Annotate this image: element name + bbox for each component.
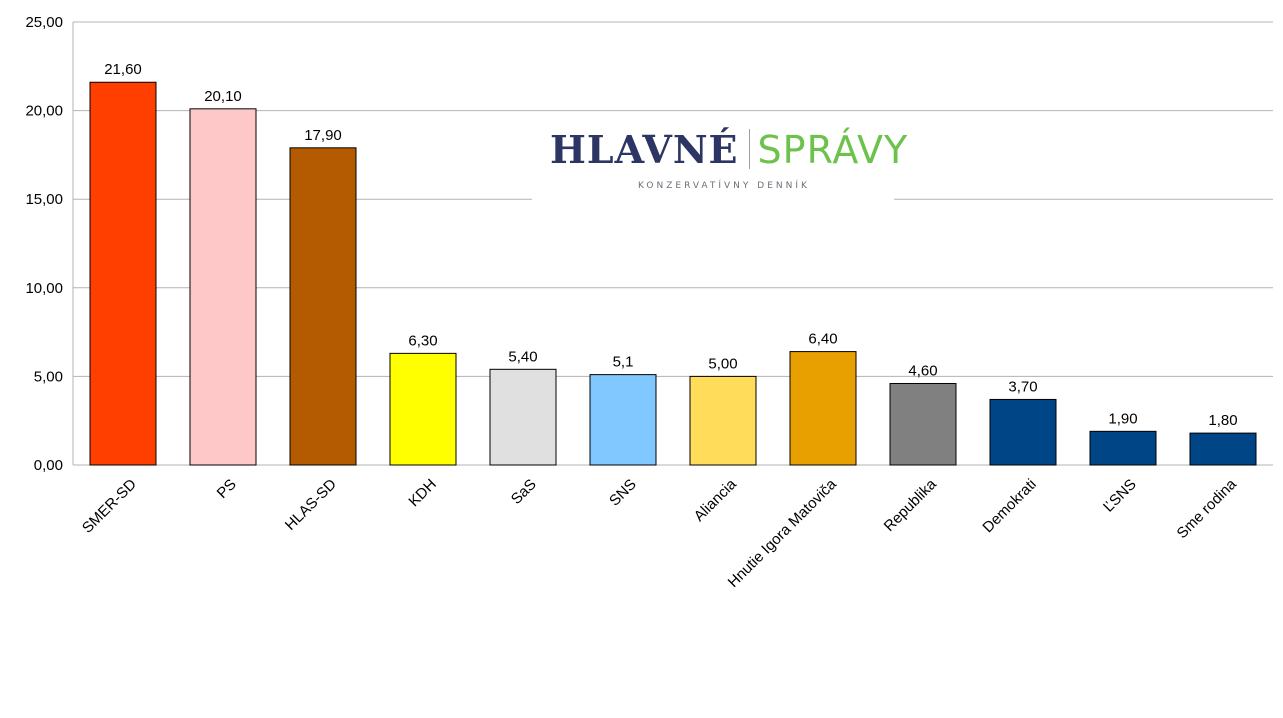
bar (789, 351, 857, 466)
data-label: 5,1 (613, 354, 634, 371)
x-tick-label: HLAS-SD (282, 476, 340, 534)
x-tick-label: KDH (405, 476, 439, 510)
data-label: 17,90 (304, 127, 342, 144)
logo-left-word: HLAVNÉ (550, 127, 739, 172)
y-axis-ticks: 0,00 5,00 10,00 15,00 20,00 25,00 (25, 14, 63, 474)
data-labels: 21,60 20,10 17,90 6,30 5,40 5,1 5,00 6,40 4,60 3,… (104, 61, 1237, 429)
bars (89, 81, 1257, 466)
bar (489, 368, 557, 466)
data-label: 6,40 (808, 331, 837, 348)
y-tick-label: 25,00 (25, 14, 63, 31)
data-label: 1,90 (1108, 410, 1137, 427)
logo-wordmark: HLAVNÉ SPRÁVY (550, 127, 909, 173)
bar (1089, 430, 1157, 466)
bar (1189, 432, 1257, 466)
data-label: 4,60 (908, 362, 937, 379)
y-tick-label: 15,00 (25, 191, 63, 208)
x-tick-label: PS (214, 476, 240, 502)
x-tick-label: Republika (881, 475, 941, 535)
bar (389, 352, 457, 466)
data-label: 3,70 (1008, 378, 1037, 395)
y-tick-label: 10,00 (25, 280, 63, 297)
logo-divider (748, 129, 750, 169)
data-label: 5,40 (508, 348, 537, 365)
y-tick-label: 20,00 (25, 103, 63, 120)
data-label: 1,80 (1208, 412, 1237, 429)
data-label: 20,10 (204, 88, 242, 105)
x-tick-label: Demokrati (979, 476, 1039, 536)
logo-tagline: KONZERVATÍVNY DENNÍK (638, 181, 810, 191)
bar (589, 374, 657, 466)
x-tick-label: SMER-SD (79, 476, 140, 537)
bar (689, 375, 757, 466)
x-axis-categories: SMER-SD PS HLAS-SD KDH SaS SNS AlianciaHnutie … (79, 475, 1240, 591)
x-tick-label: SaS (508, 476, 540, 508)
x-tick-label: SNS (606, 476, 640, 510)
bar (989, 398, 1057, 466)
data-label: 21,60 (104, 61, 142, 78)
logo-right-word: SPRÁVY (757, 128, 909, 172)
bar (889, 382, 957, 466)
x-tick-label: Hnutie Igora Matoviča (725, 475, 841, 591)
bar (289, 147, 357, 466)
grid-lines (72, 21, 1273, 466)
x-tick-label: Aliancia (691, 475, 741, 525)
x-tick-label: ĽSNS (1100, 476, 1140, 516)
x-tick-label: Sme rodina (1174, 475, 1241, 542)
y-tick-label: 5,00 (34, 368, 63, 385)
data-label: 5,00 (708, 355, 737, 372)
logo: HLAVNÉ SPRÁVY KONZERVATÍVNY DENNÍK (532, 112, 907, 202)
bar (89, 81, 157, 466)
y-tick-label: 0,00 (34, 457, 63, 474)
data-label: 6,30 (408, 332, 437, 349)
bar (189, 108, 257, 466)
